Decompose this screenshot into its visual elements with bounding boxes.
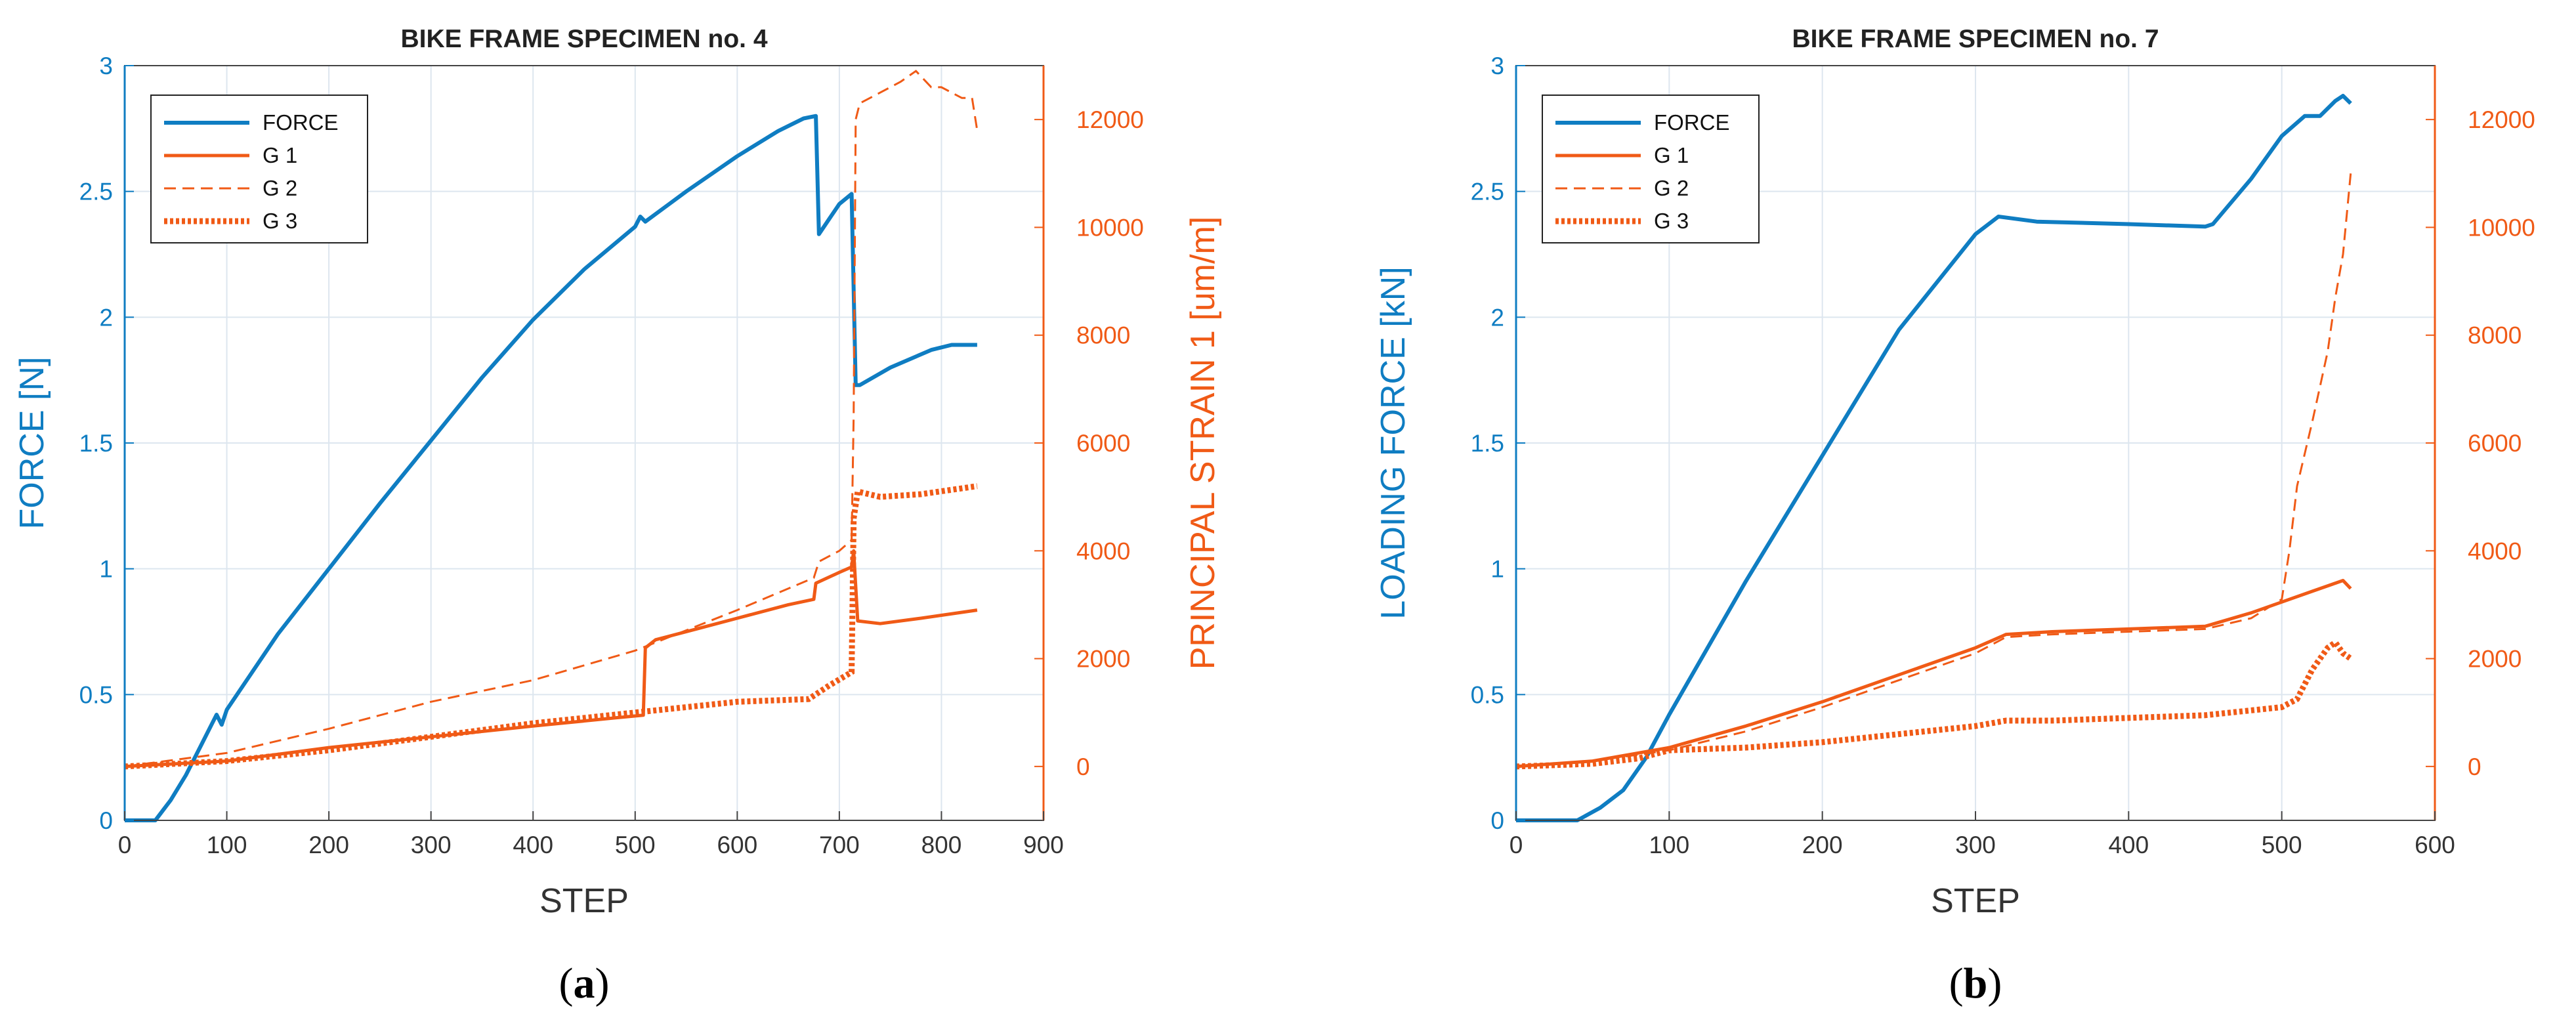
y-left-axis-label: FORCE [N] bbox=[13, 357, 51, 530]
y-left-tick-label: 3 bbox=[1490, 53, 1504, 79]
panel-caption: (a) bbox=[559, 959, 610, 1007]
caption-paren-open: ( bbox=[1949, 959, 1964, 1007]
y-left-tick-label: 0 bbox=[1490, 807, 1504, 834]
y-left-tick-label: 2 bbox=[99, 304, 113, 331]
legend-label: G 1 bbox=[263, 143, 297, 167]
legend-box bbox=[150, 95, 368, 243]
x-tick-label: 200 bbox=[308, 832, 349, 858]
series-line-force bbox=[1516, 94, 2352, 822]
x-tick-label: 100 bbox=[207, 832, 247, 858]
y-left-tick-label: 0.5 bbox=[1471, 681, 1504, 708]
x-tick-label: 900 bbox=[1023, 832, 1064, 858]
chart-panel-2: BIKE FRAME SPECIMEN no. 70 100 200 300 400 50… bbox=[1374, 25, 2576, 1007]
x-tick-label: 700 bbox=[819, 832, 860, 858]
x-tick-label: 400 bbox=[513, 832, 553, 858]
legend-label: G 2 bbox=[1654, 176, 1689, 200]
legend: FORCE G 1 G 2 G 3 bbox=[150, 95, 368, 243]
x-tick-label: 300 bbox=[411, 832, 452, 858]
y-right-tick-label: 6000 bbox=[2468, 430, 2522, 457]
x-tick-label: 400 bbox=[2108, 832, 2149, 858]
y-left-tick-label: 0 bbox=[99, 807, 113, 834]
x-tick-label: 0 bbox=[1510, 832, 1523, 858]
y-left-tick-label: 3 bbox=[99, 53, 113, 79]
legend-label: G 2 bbox=[263, 176, 297, 200]
legend-label: G 3 bbox=[1654, 209, 1689, 233]
x-tick-label: 600 bbox=[2415, 832, 2455, 858]
x-tick-label: 300 bbox=[1955, 832, 1996, 858]
y-left-tick-label: 1.5 bbox=[79, 430, 113, 457]
chart-panel-1: BIKE FRAME SPECIMEN no. 40 100 200 300 400 50… bbox=[13, 25, 1222, 1007]
y-right-tick-label: 0 bbox=[2468, 753, 2481, 780]
x-tick-label: 0 bbox=[118, 832, 132, 858]
x-tick-label: 500 bbox=[615, 832, 656, 858]
caption-letter: a bbox=[574, 959, 595, 1007]
series-line-force bbox=[125, 114, 977, 822]
x-tick-label: 800 bbox=[921, 832, 962, 858]
y-right-tick-label: 8000 bbox=[1076, 322, 1130, 349]
legend-label: FORCE bbox=[263, 110, 339, 135]
y-right-tick-label: 8000 bbox=[2468, 322, 2522, 349]
y-left-tick-label: 2.5 bbox=[1471, 179, 1504, 205]
legend-label: G 1 bbox=[1654, 143, 1689, 167]
caption-paren-close: ) bbox=[595, 959, 610, 1007]
series-line-g3 bbox=[124, 483, 978, 770]
y-right-tick-label: 10000 bbox=[2468, 214, 2535, 241]
x-tick-label: 100 bbox=[1649, 832, 1689, 858]
legend-box bbox=[1542, 95, 1760, 243]
y-right-tick-label: 6000 bbox=[1076, 430, 1130, 457]
caption-letter: b bbox=[1964, 959, 1988, 1007]
y-left-tick-label: 2 bbox=[1490, 304, 1504, 331]
y-left-tick-label: 1 bbox=[99, 556, 113, 583]
y-right-tick-label: 4000 bbox=[2468, 538, 2522, 564]
series-line-g1 bbox=[124, 549, 978, 769]
y-right-tick-label: 12000 bbox=[1076, 106, 1144, 133]
series-line-g1 bbox=[1515, 579, 2352, 769]
x-tick-label: 500 bbox=[2262, 832, 2302, 858]
y-right-axis-label: PRINCIPAL STRAIN 1 [um/m] bbox=[1184, 217, 1222, 670]
legend: FORCE G 1 G 2 G 3 bbox=[1542, 95, 1760, 243]
legend-label: FORCE bbox=[1654, 110, 1730, 135]
series-line-g2 bbox=[124, 70, 979, 768]
series-line-g2 bbox=[1515, 173, 2352, 768]
y-left-tick-label: 1.5 bbox=[1471, 430, 1504, 457]
x-tick-label: 600 bbox=[717, 832, 757, 858]
series-line-g3 bbox=[1515, 638, 2353, 770]
y-right-tick-label: 4000 bbox=[1076, 538, 1130, 564]
y-right-tick-label: 12000 bbox=[2468, 106, 2535, 133]
y-right-tick-label: 2000 bbox=[2468, 646, 2522, 673]
legend-label: G 3 bbox=[263, 209, 297, 233]
caption-paren-close: ) bbox=[1987, 959, 2002, 1007]
y-left-tick-label: 0.5 bbox=[79, 681, 113, 708]
chart-title: BIKE FRAME SPECIMEN no. 4 bbox=[400, 25, 767, 53]
y-right-tick-label: 2000 bbox=[1076, 646, 1130, 673]
x-axis-label: STEP bbox=[1931, 882, 2020, 920]
y-left-tick-label: 1 bbox=[1490, 556, 1504, 583]
y-left-tick-label: 2.5 bbox=[79, 179, 113, 205]
y-right-tick-label: 10000 bbox=[1076, 214, 1144, 241]
panel-caption: (b) bbox=[1949, 959, 2002, 1007]
chart-title: BIKE FRAME SPECIMEN no. 7 bbox=[1792, 25, 2159, 53]
x-axis-label: STEP bbox=[539, 882, 629, 920]
y-left-axis-label: LOADING FORCE [kN] bbox=[1374, 266, 1412, 619]
x-tick-label: 200 bbox=[1802, 832, 1843, 858]
caption-paren-open: ( bbox=[559, 959, 574, 1007]
y-right-tick-label: 0 bbox=[1076, 753, 1090, 780]
